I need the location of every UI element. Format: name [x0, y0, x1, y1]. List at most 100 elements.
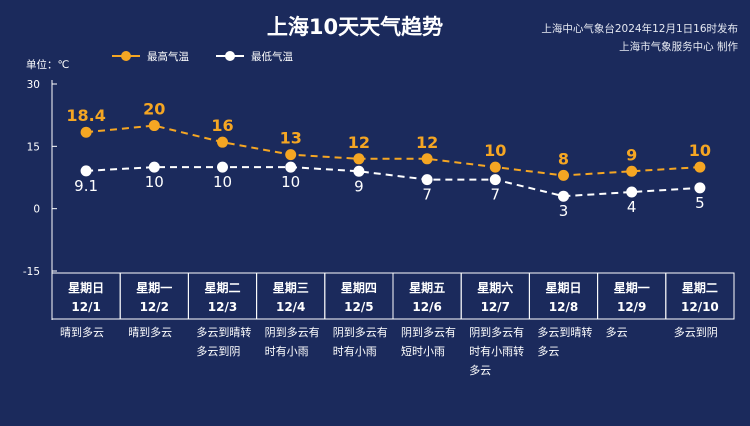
high-temp-point [489, 161, 501, 173]
legend-high-marker [121, 51, 131, 61]
low-temp-label: 5 [695, 194, 705, 212]
weather-condition-label: 时有小雨转 [469, 344, 524, 358]
date-label: 12/9 [617, 300, 646, 314]
high-temp-point [148, 120, 160, 132]
high-temp-point [285, 149, 297, 161]
low-temp-series: 9.1 10 10 10 9 7 7 3 4 5 [74, 161, 706, 220]
low-temp-point [558, 190, 569, 202]
source-line-1: 上海中心气象台2024年12月1日16时发布 [541, 22, 738, 35]
day-label: 星期四 [341, 280, 377, 295]
chart-title: 上海10天天气趋势 [267, 15, 443, 39]
low-temp-point [217, 161, 228, 173]
day-label: 星期六 [477, 280, 513, 295]
date-label: 12/4 [276, 300, 305, 314]
high-temp-series: 18.4 20 16 13 12 12 10 8 9 10 [66, 100, 711, 181]
day-label: 星期日 [545, 280, 581, 295]
legend-high-label: 最高气温 [147, 50, 189, 63]
low-temp-label: 4 [627, 198, 637, 216]
weather-condition-label: 阴到多云有 [401, 325, 456, 339]
day-label: 星期二 [682, 280, 718, 295]
y-ticks: 30 15 0 -15 [23, 79, 57, 278]
low-temp-point [694, 182, 706, 194]
date-label: 12/7 [481, 300, 510, 314]
high-temp-label: 10 [484, 141, 506, 160]
date-label: 12/2 [140, 300, 169, 314]
date-label: 12/10 [681, 300, 719, 314]
low-temp-label: 7 [422, 186, 432, 204]
date-label: 12/1 [71, 300, 100, 314]
high-temp-label: 20 [143, 100, 165, 119]
weather-condition-label: 短时小雨 [401, 344, 445, 358]
high-temp-point [421, 153, 433, 165]
low-temp-point [353, 165, 365, 177]
high-temp-label: 16 [211, 116, 233, 135]
low-temp-point [626, 186, 638, 198]
low-temp-label: 3 [559, 202, 569, 220]
high-temp-point [353, 153, 365, 165]
high-temp-point [694, 161, 706, 173]
y-tick-label: 15 [27, 141, 40, 153]
high-temp-point [80, 126, 92, 138]
weather-condition-label: 阴到多云有 [265, 325, 320, 339]
high-temp-label: 10 [689, 141, 711, 160]
legend-low: 最低气温 [216, 50, 293, 63]
date-label: 12/3 [208, 300, 237, 314]
day-label: 星期一 [614, 280, 650, 295]
legend-low-label: 最低气温 [251, 50, 293, 63]
day-label: 星期二 [204, 280, 240, 295]
high-temp-point [626, 165, 638, 177]
weather-condition-label: 晴到多云 [60, 325, 104, 339]
day-label: 星期日 [68, 280, 104, 295]
date-label: 12/8 [549, 300, 578, 314]
y-tick-label: -15 [23, 266, 40, 278]
high-temp-label: 18.4 [66, 106, 105, 125]
weather-condition-label: 阴到多云有 [333, 325, 388, 339]
high-temp-label: 8 [558, 149, 569, 168]
high-temp-label: 12 [348, 133, 370, 152]
high-temp-line [86, 124, 700, 177]
low-temp-label: 7 [491, 186, 501, 204]
low-temp-line [86, 166, 700, 198]
weather-condition-label: 多云到晴转 [196, 325, 251, 339]
high-temp-point [558, 169, 569, 181]
day-label: 星期三 [273, 280, 309, 295]
legend-high: 最高气温 [112, 50, 189, 63]
weather-condition-label: 晴到多云 [128, 325, 172, 339]
high-temp-point [217, 136, 228, 148]
day-columns: 星期日12/1晴到多云星期一12/2晴到多云星期二12/3多云到晴转多云到阴星期… [51, 272, 735, 377]
date-label: 12/6 [412, 300, 441, 314]
weather-condition-label: 多云到阴 [196, 344, 240, 358]
weather-condition-label: 时有小雨 [265, 344, 309, 358]
low-temp-label: 9 [354, 177, 364, 195]
day-label: 星期一 [136, 280, 172, 295]
weather-condition-label: 多云 [537, 344, 559, 358]
low-temp-label: 10 [281, 173, 300, 191]
weather-condition-label: 多云 [606, 325, 628, 339]
low-temp-point [80, 165, 92, 177]
date-label: 12/5 [344, 300, 373, 314]
weather-condition-label: 阴到多云有 [469, 325, 524, 339]
weather-condition-label: 多云到阴 [674, 325, 718, 339]
day-column-box [665, 272, 735, 320]
high-temp-label: 9 [626, 145, 637, 164]
low-temp-label: 10 [145, 173, 164, 191]
legend-low-marker [225, 51, 235, 61]
day-label: 星期五 [409, 280, 445, 295]
high-temp-label: 12 [416, 133, 438, 152]
low-temp-point [489, 174, 501, 186]
source-line-2: 上海市气象服务中心 制作 [619, 40, 738, 53]
low-temp-point [421, 174, 433, 186]
y-tick-label: 30 [27, 79, 40, 91]
low-temp-point [285, 161, 297, 173]
weather-condition-label: 多云 [469, 363, 491, 377]
low-temp-label: 9.1 [74, 177, 98, 195]
unit-label: 单位：℃ [26, 58, 69, 71]
y-tick-label: 0 [33, 204, 40, 216]
high-temp-label: 13 [280, 129, 302, 148]
low-temp-label: 10 [213, 173, 232, 191]
legend: 最高气温 最低气温 [112, 50, 293, 63]
weather-condition-label: 多云到晴转 [537, 325, 592, 339]
weather-condition-label: 时有小雨 [333, 344, 377, 358]
